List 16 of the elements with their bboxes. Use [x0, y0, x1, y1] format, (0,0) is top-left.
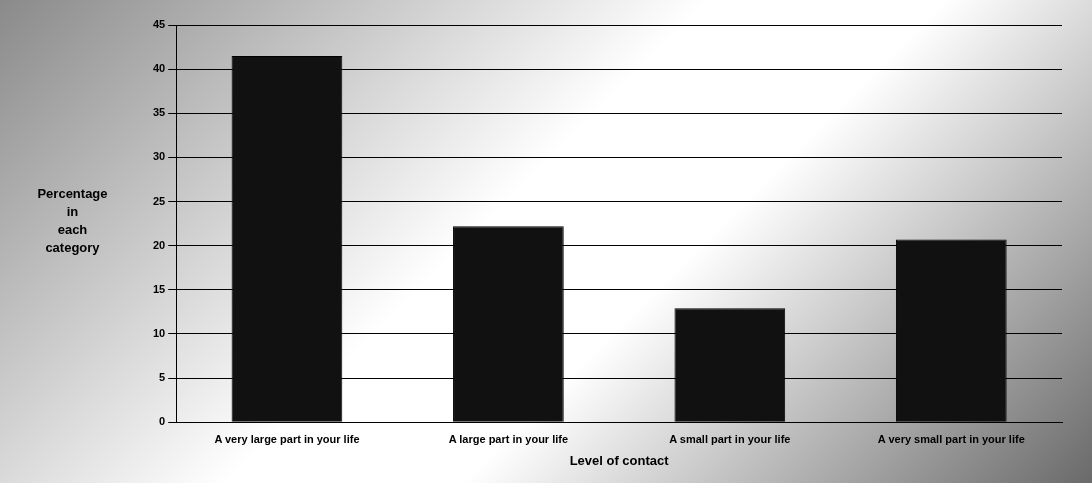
x-tick-label: A very large part in your life: [214, 432, 360, 445]
y-tick-label: 30: [152, 150, 166, 163]
x-axis-title: Level of contact: [569, 452, 670, 468]
y-tick-label: 35: [152, 106, 166, 119]
y-tick-label: 5: [159, 371, 166, 384]
x-tick-label: A large part in your life: [448, 432, 569, 445]
y-axis-title: Percentage in each category: [36, 185, 109, 257]
y-tick-label: 40: [152, 62, 166, 75]
x-tick-label: A very small part in your life: [877, 432, 1025, 445]
y-tick-label: 45: [152, 18, 166, 31]
y-tick-label: 15: [152, 282, 166, 295]
y-tick-label: 10: [152, 326, 166, 339]
y-tick-label: 20: [152, 238, 166, 251]
y-tick-label: 25: [152, 194, 166, 207]
y-tick-label: 0: [159, 415, 166, 428]
x-tick-label: A small part in your life: [669, 432, 791, 445]
